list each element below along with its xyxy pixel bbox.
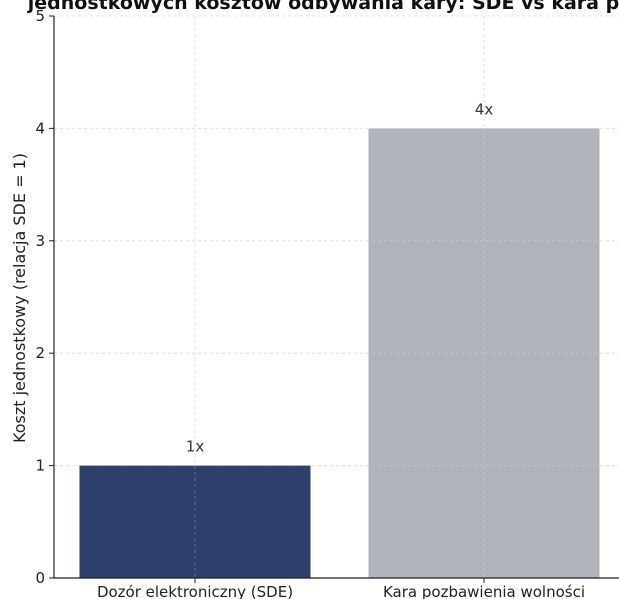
y-tick-label: 4 (35, 119, 45, 137)
y-tick-label: 1 (35, 457, 45, 475)
bars (54, 15, 619, 578)
x-axis-ticks: Dozór elektroniczny (SDE) Kara pozbawieni… (97, 578, 585, 599)
y-axis-title: Koszt jednostkowy (relacja SDE = 1) (10, 153, 29, 443)
y-tick-label: 2 (35, 344, 45, 362)
bar-value-label: 1x (186, 438, 205, 456)
bar (368, 128, 600, 578)
grid-overlay (54, 15, 619, 578)
x-tick-label: Kara pozbawienia wolności (383, 583, 585, 599)
bar-value-label: 4x (475, 100, 494, 118)
bar (79, 465, 311, 578)
data-labels: 1x 4x (186, 100, 494, 455)
x-tick-label: Dozór elektroniczny (SDE) (97, 583, 293, 599)
y-axis-ticks: 0 1 2 3 4 5 (35, 7, 54, 587)
y-tick-label: 5 (35, 7, 45, 25)
chart-title: jednostkowych kosztów odbywania kary: SD… (27, 0, 619, 14)
y-tick-label: 0 (35, 569, 45, 587)
y-tick-label: 3 (35, 232, 45, 250)
